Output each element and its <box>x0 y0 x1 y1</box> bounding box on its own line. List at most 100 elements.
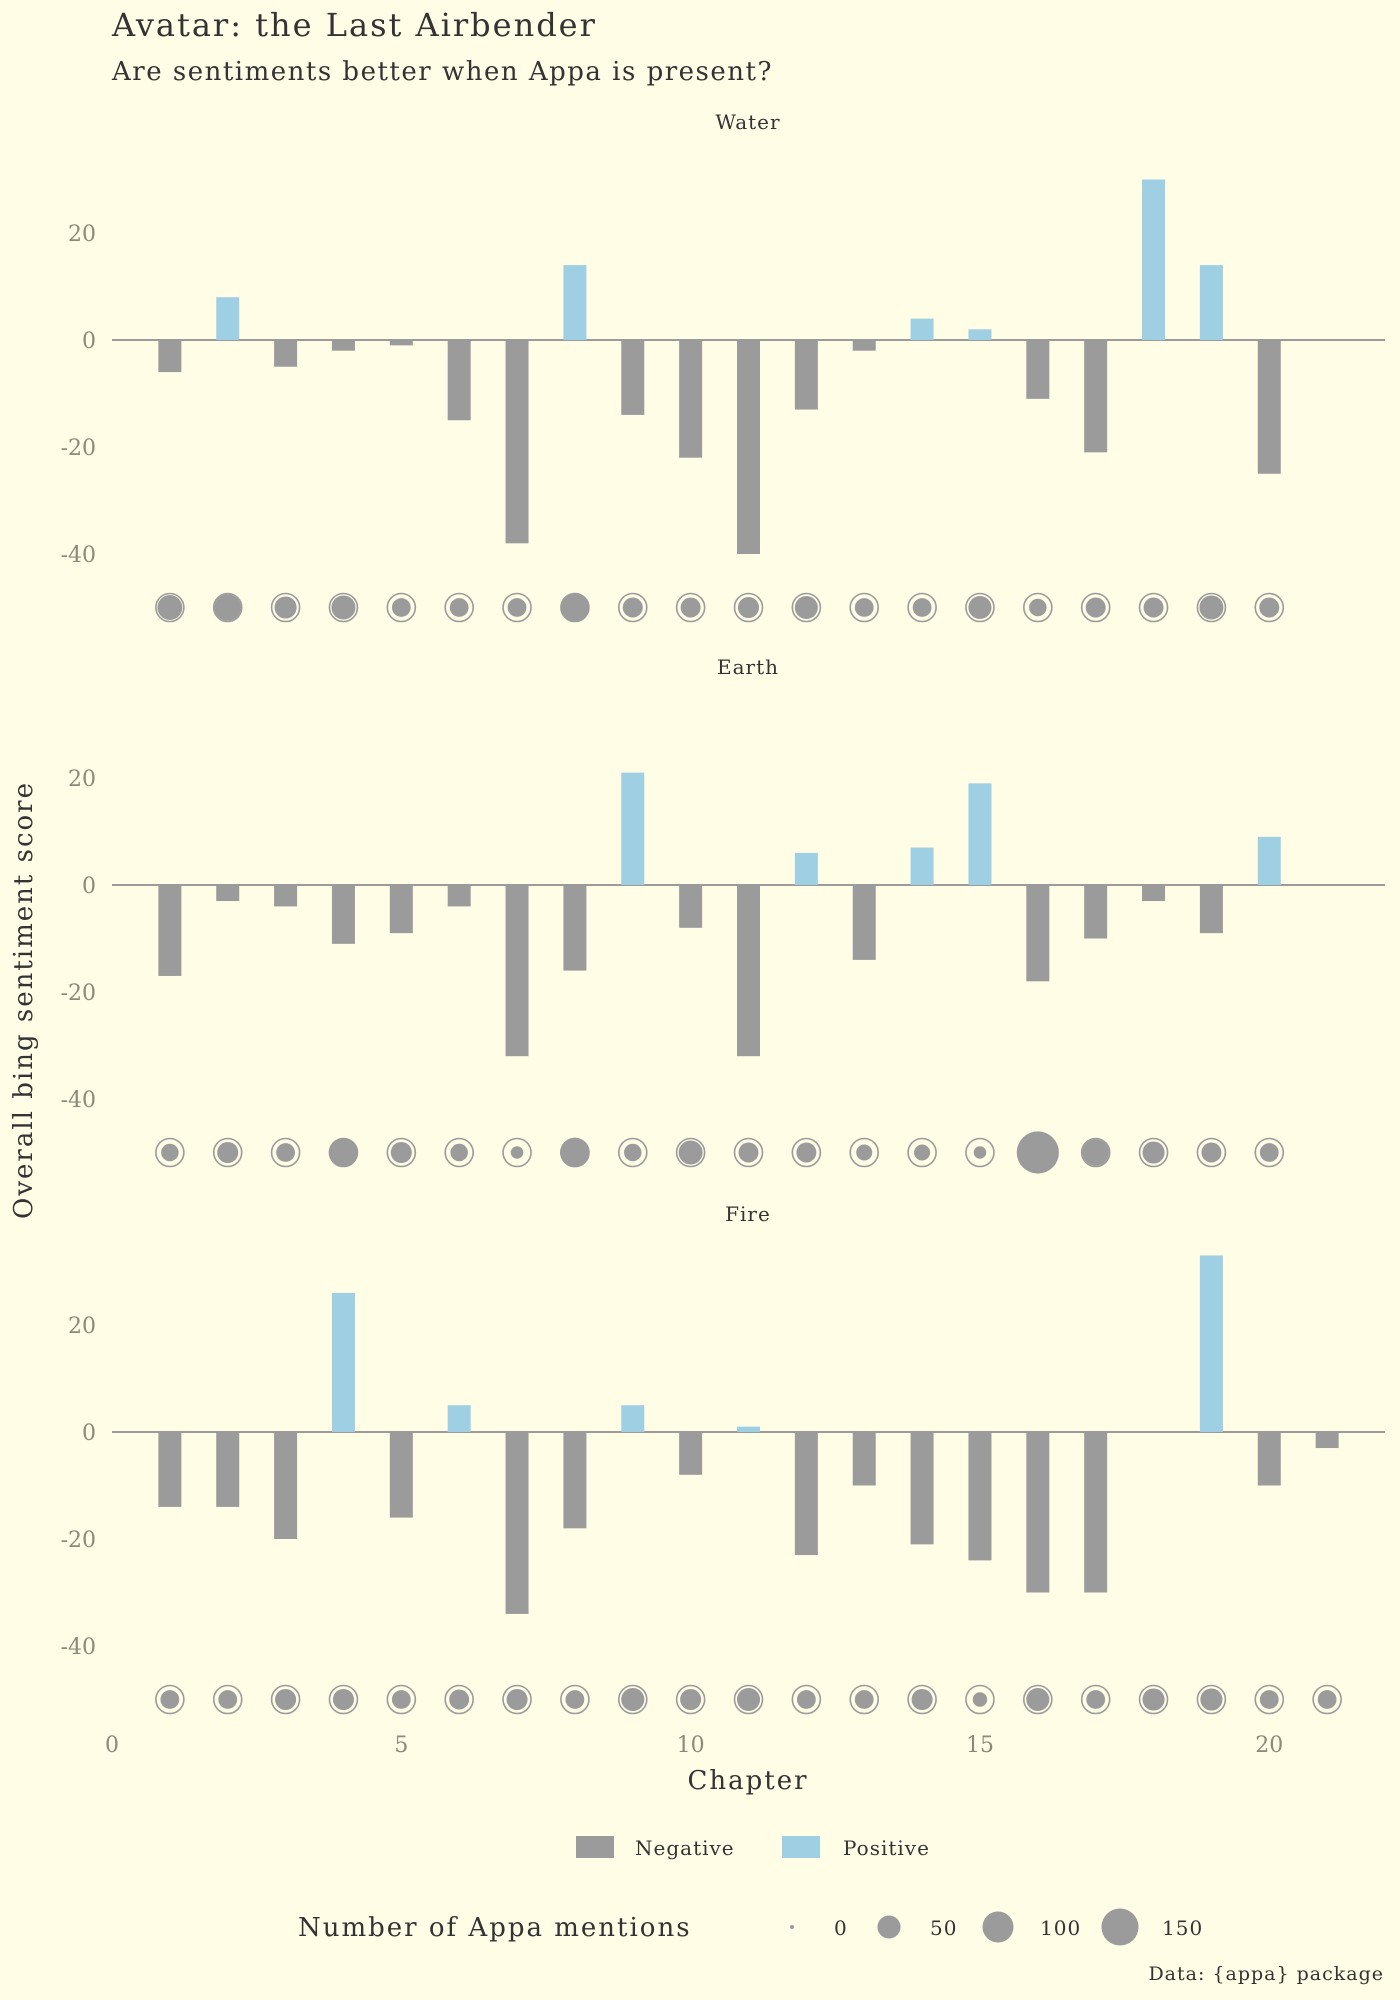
facet-label: Earth <box>717 655 779 679</box>
sentiment-bar <box>216 885 240 902</box>
appa-mentions-point <box>912 598 932 617</box>
appa-ring <box>965 592 995 623</box>
x-tick-label: 0 <box>105 1733 119 1758</box>
appa-mentions-point <box>332 1688 354 1711</box>
legend-label-negative: Negative <box>635 1836 735 1860</box>
appa-mentions-point <box>276 1143 295 1162</box>
sentiment-bar <box>621 1405 645 1432</box>
appa-ring <box>1254 592 1285 623</box>
sentiment-bar <box>274 340 298 367</box>
sentiment-bar <box>505 340 529 544</box>
appa-mentions-point <box>160 1690 180 1709</box>
appa-mentions-point <box>161 1143 179 1162</box>
appa-mentions-point <box>214 594 242 621</box>
size-legend: Number of Appa mentions 0 50 100 150 <box>298 1908 1203 1946</box>
y-tick-label: -40 <box>61 1635 96 1660</box>
sentiment-bar <box>679 340 703 458</box>
y-tick-label: 0 <box>82 1421 96 1446</box>
sentiment-bar <box>563 1432 587 1529</box>
appa-ring <box>155 1137 185 1168</box>
appa-ring <box>1196 592 1227 623</box>
appa-ring <box>733 1684 764 1715</box>
sentiment-bar <box>737 885 760 1057</box>
appa-ring <box>502 1137 532 1168</box>
appa-mentions-point <box>737 596 760 619</box>
y-tick-label: 0 <box>82 329 96 354</box>
sentiment-bar <box>968 329 992 340</box>
sentiment-bar <box>1199 1255 1223 1432</box>
appa-mentions-point <box>1142 1141 1165 1164</box>
appa-mentions-point <box>1259 1690 1279 1709</box>
sentiment-bar <box>1026 1432 1050 1593</box>
sentiment-bar <box>737 1426 760 1432</box>
appa-ring <box>560 1684 590 1715</box>
sentiment-bar <box>852 885 876 960</box>
appa-mentions-point <box>856 1144 873 1161</box>
appa-ring <box>1080 1684 1111 1715</box>
appa-mentions-point <box>329 1138 358 1167</box>
appa-ring <box>907 1137 937 1168</box>
sentiment-bar <box>1257 836 1281 885</box>
appa-mentions-point <box>911 1688 933 1711</box>
appa-mentions-point <box>449 1689 470 1710</box>
appa-mentions-point <box>1200 1688 1223 1711</box>
sentiment-bar <box>910 847 934 885</box>
appa-mentions-point <box>680 1688 702 1711</box>
y-tick-label: 20 <box>68 222 96 247</box>
sentiment-bar <box>447 340 471 421</box>
y-tick-label: -20 <box>61 1528 96 1553</box>
data-caption: Data: {appa} package <box>1148 1963 1384 1985</box>
legend-swatch-negative <box>576 1836 614 1858</box>
appa-mentions-point <box>274 596 297 619</box>
sentiment-bar <box>1026 340 1050 399</box>
sentiment-bar <box>1199 265 1223 340</box>
appa-ring <box>1138 592 1169 623</box>
appa-ring <box>1254 1684 1285 1715</box>
appa-mentions-point <box>390 1141 412 1164</box>
appa-mentions-point <box>1016 1131 1059 1174</box>
y-tick-label: 20 <box>68 1314 96 1339</box>
sentiment-bar <box>737 340 760 554</box>
sentiment-bar <box>563 265 587 340</box>
appa-mentions-point <box>1259 1143 1279 1162</box>
appa-ring <box>386 1137 417 1168</box>
appa-ring <box>155 592 185 623</box>
appa-mentions-point <box>450 1143 468 1162</box>
appa-mentions-point <box>1086 1690 1106 1709</box>
facet-label: Water <box>715 110 780 134</box>
sentiment-bar <box>505 885 529 1057</box>
appa-mentions-point <box>217 1141 239 1164</box>
appa-ring <box>212 592 243 623</box>
appa-ring <box>733 1137 764 1168</box>
size-legend-label: 150 <box>1162 1916 1203 1940</box>
appa-ring <box>1196 1684 1227 1715</box>
appa-ring <box>444 1137 474 1168</box>
sentiment-bar <box>1257 340 1281 474</box>
sentiment-bar <box>679 885 703 928</box>
appa-ring <box>212 1684 243 1715</box>
appa-mentions-point <box>1026 1687 1050 1712</box>
sentiment-bar <box>1142 885 1166 902</box>
y-tick-label: -40 <box>61 1088 96 1113</box>
appa-mentions-point <box>796 1690 816 1709</box>
appa-mentions-point <box>218 1690 238 1709</box>
facet-label: Fire <box>725 1202 771 1226</box>
sentiment-bar <box>389 1432 413 1518</box>
appa-mentions-point <box>622 597 643 618</box>
appa-ring <box>1023 592 1053 623</box>
sentiment-bar <box>852 1432 876 1486</box>
appa-ring <box>328 1684 359 1715</box>
appa-ring <box>675 1137 706 1168</box>
sentiment-bar <box>794 1432 818 1556</box>
sentiment-bar <box>968 1432 992 1561</box>
appa-mentions-point <box>973 1146 987 1159</box>
appa-ring <box>617 1684 648 1715</box>
x-tick-label: 5 <box>394 1733 408 1758</box>
appa-mentions-point <box>624 1143 642 1162</box>
sentiment-bar <box>794 340 818 410</box>
y-tick-label: 20 <box>68 767 96 792</box>
appa-mentions-point <box>1029 598 1047 617</box>
appa-ring <box>444 592 474 623</box>
appa-mentions-point <box>1082 1139 1109 1166</box>
